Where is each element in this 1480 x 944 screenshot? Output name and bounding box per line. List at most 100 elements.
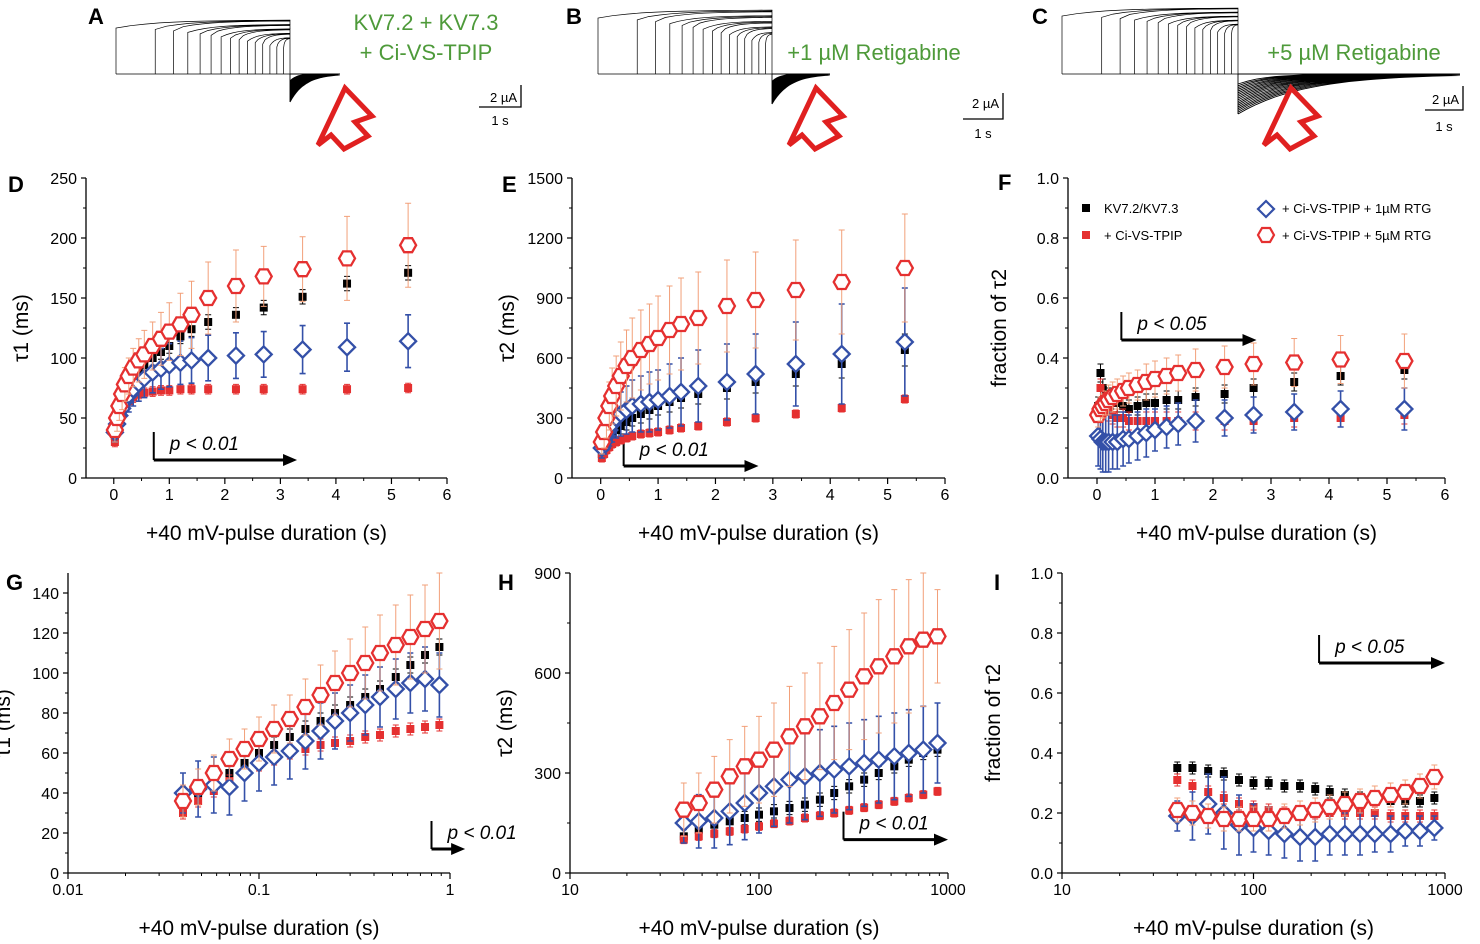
data-point <box>1395 821 1415 841</box>
data-point <box>612 438 621 446</box>
data-point <box>375 731 384 739</box>
data-point <box>386 679 406 699</box>
series-rtg5-i <box>1167 764 1444 832</box>
data-point <box>254 268 274 285</box>
data-point <box>1191 393 1200 401</box>
arrow-c-icon <box>1261 83 1323 153</box>
data-point <box>722 418 731 426</box>
y-tick-label-i: 0.6 <box>1031 686 1053 703</box>
data-point <box>1415 797 1424 805</box>
data-point <box>1330 399 1351 419</box>
data-point <box>1259 810 1278 828</box>
x-tick-label-i: 10 <box>1053 882 1071 899</box>
data-point <box>1410 777 1430 795</box>
data-point <box>355 654 375 672</box>
data-point <box>219 777 240 797</box>
y-tick-label-i: 0.4 <box>1031 746 1053 763</box>
data-point <box>1290 804 1310 822</box>
data-point <box>415 620 435 638</box>
y-tick-label-i: 1.0 <box>1031 566 1053 583</box>
trace-c-activation <box>1061 7 1239 75</box>
y-tick-label-e: 1200 <box>527 231 563 248</box>
data-point <box>1249 384 1258 392</box>
data-point <box>401 628 420 646</box>
data-point <box>1168 414 1188 434</box>
x-tick-label-d: 2 <box>220 487 229 504</box>
data-point <box>1264 779 1273 787</box>
data-point <box>398 237 418 254</box>
data-point <box>249 730 269 748</box>
chart-g: G 0 20 40 60 80 100 120 140 0.01 0.1 1 +40 mV-pulse … <box>0 570 517 940</box>
data-point <box>1214 408 1235 428</box>
data-point <box>280 710 300 728</box>
scale-b-time: 1 s <box>974 126 992 141</box>
chart-f: F 0.0 0.2 0.4 0.6 0.8 1.0 0 1 2 3 4 5 6 +40 mV-pulse d… <box>988 170 1450 545</box>
x-tick-label-d: 5 <box>387 487 396 504</box>
y-tick-label-f: 0.8 <box>1037 231 1059 248</box>
data-point <box>234 763 255 783</box>
data-point <box>622 434 631 442</box>
data-point <box>1325 788 1334 796</box>
data-point <box>616 436 625 444</box>
data-point <box>325 674 345 692</box>
data-point <box>1410 821 1430 841</box>
scale-a-current: 2 µA <box>490 90 517 105</box>
significance-label-e: p < 0.01 <box>639 440 709 461</box>
significance-arrowhead-g-icon <box>451 843 466 855</box>
y-tick-label-f: 0.4 <box>1037 351 1059 368</box>
panel-a-traces: A KV7.2 + KV7.3 + Ci-VS-TPIP 2 µA 1 s <box>88 4 522 153</box>
data-point <box>280 741 300 761</box>
data-point <box>810 708 830 725</box>
data-point <box>1370 809 1379 817</box>
data-point <box>1142 399 1151 407</box>
y-tick-label-d: 0 <box>68 471 77 488</box>
data-point <box>688 376 708 396</box>
data-point <box>165 386 174 395</box>
y-tick-label-d: 200 <box>50 231 77 248</box>
y-tick-label-e: 0 <box>554 471 563 488</box>
y-tick-label-d: 150 <box>50 291 77 308</box>
data-point <box>608 440 617 448</box>
y-tick-label-h: 900 <box>534 566 561 583</box>
legend: KV7.2/KV7.3 + Ci-VS-TPIP + Ci-VS-TPIP + … <box>1082 199 1431 244</box>
x-tick-label-d: 3 <box>276 487 285 504</box>
data-point <box>1335 824 1355 844</box>
series-rtg5-g <box>173 572 449 818</box>
data-point <box>854 668 874 685</box>
data-point <box>292 339 313 360</box>
data-point <box>795 718 815 735</box>
data-point <box>1096 384 1105 392</box>
data-point <box>435 721 444 729</box>
y-tick-label-f: 0.2 <box>1037 411 1059 428</box>
y-tick-label-d: 250 <box>50 171 77 188</box>
data-point <box>249 753 269 773</box>
data-point <box>832 344 852 364</box>
data-point <box>628 432 637 440</box>
legend-label-rtg1: + Ci-VS-TPIP + 1µM RTG <box>1282 201 1431 216</box>
trace-c-label: +5 µM Retigabine <box>1267 40 1441 65</box>
data-point <box>1320 824 1340 844</box>
x-tick-label-i: 1000 <box>1427 882 1463 899</box>
data-point <box>746 291 765 309</box>
y-tick-label-f: 1.0 <box>1037 171 1059 188</box>
data-point <box>1380 824 1401 844</box>
y-axis-label-i: fraction of τ2 <box>982 664 1005 782</box>
x-tick-label-f: 6 <box>1441 487 1450 504</box>
data-point <box>355 695 375 715</box>
data-point <box>791 410 800 418</box>
data-point <box>1186 361 1205 379</box>
data-point <box>343 385 352 394</box>
panel-c-traces: C +5 µM Retigabine 2 µA 1 s <box>1032 4 1464 153</box>
panel-b-traces: B +1 µM Retigabine 2 µA 1 s <box>566 4 1004 153</box>
trace-b-activation <box>597 9 773 75</box>
data-point <box>1188 782 1197 790</box>
data-point <box>689 794 709 812</box>
data-point <box>884 746 904 766</box>
y-axis-label-h: τ2 (ms) <box>494 689 517 757</box>
data-point <box>415 669 435 689</box>
y-tick-label-e: 900 <box>536 291 563 308</box>
data-point <box>188 778 208 796</box>
y-tick-label-g: 0 <box>50 866 59 883</box>
data-point <box>1173 764 1182 772</box>
legend-label-kv: KV7.2/KV7.3 <box>1104 201 1178 216</box>
